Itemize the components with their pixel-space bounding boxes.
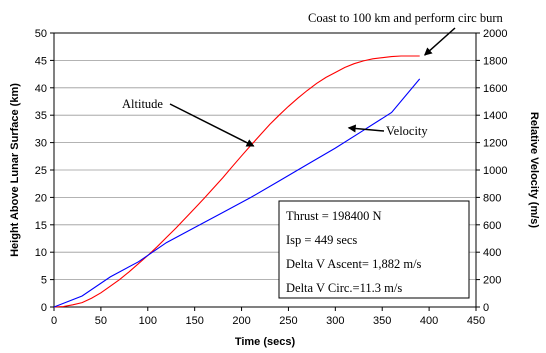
y-right-tick-label: 600 [483,220,501,232]
y-right-tick-label: 1600 [483,83,507,95]
y-axis-right: 0 200 400 600 800 1000 1200 1400 1600 1800 2000 [476,28,507,314]
x-axis-title: Time (secs) [235,336,296,348]
velocity-arrow [347,124,385,133]
y-right-tick-label: 2000 [483,28,507,40]
info-delta-v-circ: Delta V Circ.=11.3 m/s [286,281,402,295]
y-right-tick-label: 0 [483,302,489,314]
y-left-tick-label: 30 [35,138,47,150]
info-box: Thrust = 198400 N Isp = 449 secs Delta V A… [278,200,470,299]
info-thrust: Thrust = 198400 N [286,209,382,223]
x-tick-label: 0 [51,315,57,327]
y-left-tick-label: 40 [35,83,47,95]
velocity-label: Velocity [386,124,428,138]
x-tick-label: 100 [139,315,157,327]
y-right-tick-label: 1000 [483,165,507,177]
x-tick-label: 50 [95,315,107,327]
x-tick-label: 350 [373,315,391,327]
x-tick-label: 250 [279,315,297,327]
y-left-tick-label: 35 [35,110,47,122]
y-right-tick-label: 1400 [483,110,507,122]
y-left-tick-label: 20 [35,192,47,204]
info-isp: Isp = 449 secs [286,233,357,247]
x-tick-label: 400 [420,315,438,327]
y-left-tick-label: 25 [35,165,47,177]
info-delta-v-ascent: Delta V Ascent= 1,882 m/s [286,257,422,271]
annotations: Altitude Velocity Coast to 100 km and pe… [122,11,503,147]
y-right-tick-label: 1800 [483,55,507,67]
altitude-line [53,55,420,308]
y-left-tick-label: 0 [41,302,47,314]
y-axis-left-title: Height Above Lunar Surface (km) [9,83,21,257]
info-box-frame [278,200,470,299]
altitude-label: Altitude [122,97,163,111]
x-tick-label: 450 [467,315,485,327]
series-lines [53,55,421,308]
altitude-arrow [169,103,255,147]
y-right-tick-label: 800 [483,192,501,204]
coast-label: Coast to 100 km and perform circ burn [308,11,503,25]
y-right-tick-label: 1200 [483,138,507,150]
y-left-tick-label: 15 [35,220,47,232]
y-axis-left: 0 5 10 15 20 25 30 35 40 45 50 [35,28,54,314]
velocity-line [53,78,421,308]
y-left-tick-label: 10 [35,247,47,259]
y-right-tick-label: 200 [483,275,501,287]
coast-arrow [423,27,456,56]
x-tick-label: 150 [185,315,203,327]
y-left-tick-label: 5 [41,275,47,287]
y-left-tick-label: 45 [35,55,47,67]
x-axis: 0 50 100 150 200 250 300 350 400 450 [51,307,485,327]
y-right-tick-label: 400 [483,247,501,259]
y-axis-right-title: Relative Velocity (m/s) [528,112,540,228]
x-tick-label: 300 [326,315,344,327]
x-tick-label: 200 [232,315,250,327]
y-left-tick-label: 50 [35,28,47,40]
